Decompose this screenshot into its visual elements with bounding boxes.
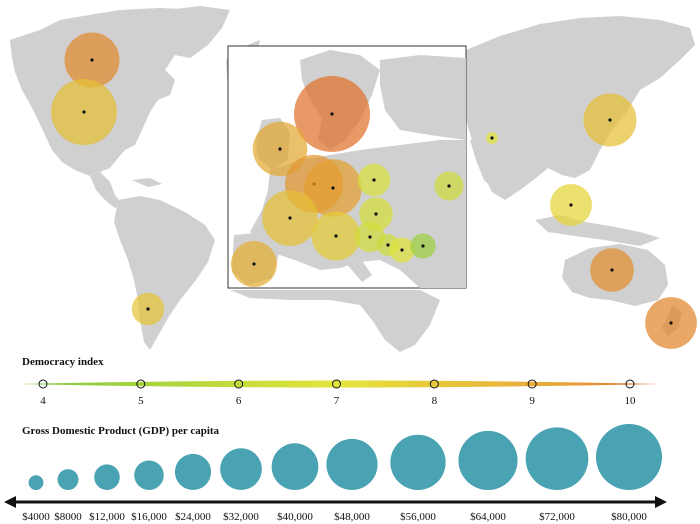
marker-india[interactable]	[486, 132, 498, 144]
democracy-tick-marker	[332, 379, 341, 389]
gdp-legend-circle	[595, 423, 663, 491]
marker-center-france	[288, 216, 292, 220]
gdp-legend-circle	[57, 469, 79, 490]
democracy-tick-marker	[625, 379, 635, 389]
gdp-legend-label: $32,000	[223, 511, 259, 523]
land-asia	[466, 16, 695, 200]
marker-center-norway	[330, 112, 334, 116]
gdp-legend-label: $56,000	[400, 511, 436, 523]
marker-center-taiwan	[569, 203, 573, 207]
country-markers	[50, 32, 697, 349]
gdp-legend-circle	[271, 443, 319, 491]
marker-new-zealand[interactable]	[645, 297, 697, 349]
marker-norway[interactable]	[294, 76, 370, 152]
land-indonesia	[535, 215, 660, 246]
democracy-tick-label: 4	[40, 395, 46, 407]
marker-taiwan[interactable]	[550, 184, 592, 226]
marker-center-india	[490, 136, 494, 140]
democracy-tick-marker	[234, 379, 244, 389]
marker-center-australia	[610, 268, 614, 272]
marker-center-spain	[252, 262, 256, 266]
gdp-legend-circle	[458, 430, 518, 491]
democracy-tick-marker	[38, 379, 48, 389]
gdp-legend-circle	[28, 475, 44, 491]
gdp-legend-label: $40,000	[277, 511, 313, 523]
gdp-legend: $4000 $8000 $12,000 $16,000 $24,000 $32,000 $4…	[4, 423, 667, 523]
marker-center-turkey	[421, 244, 425, 248]
marker-chile[interactable]	[131, 292, 165, 326]
democracy-index-legend: 4 5 6 7 8 9 10	[18, 379, 660, 407]
marker-canada[interactable]	[64, 32, 120, 88]
marker-center-united-states	[82, 110, 86, 114]
marker-center-chile	[146, 307, 150, 311]
marker-germany[interactable]	[304, 159, 362, 217]
marker-center-poland	[372, 178, 376, 182]
marker-australia[interactable]	[590, 248, 634, 292]
marker-center-hungary	[374, 212, 378, 216]
marker-united-kingdom[interactable]	[252, 121, 308, 177]
marker-center-italy	[334, 234, 338, 238]
marker-center-japan	[608, 118, 612, 122]
marker-center-canada	[90, 58, 94, 62]
gdp-legend-label: $8000	[54, 511, 82, 523]
gdp-legend-label: $4000	[22, 511, 50, 523]
marker-center-united-kingdom	[278, 147, 282, 151]
gdp-legend-label: $16,000	[131, 511, 167, 523]
marker-turkey[interactable]	[410, 233, 436, 259]
marker-bulgaria[interactable]	[389, 237, 415, 263]
land-caribbean	[132, 178, 162, 187]
marker-united-states[interactable]	[50, 78, 118, 146]
marker-italy[interactable]	[311, 211, 361, 261]
democracy-color-bar	[18, 380, 660, 388]
democracy-tick-marker	[429, 379, 439, 389]
democracy-tick-label: 10	[625, 395, 637, 407]
gdp-legend-circle	[220, 448, 262, 490]
gdp-legend-circle	[326, 438, 378, 490]
gdp-legend-circle	[174, 453, 212, 490]
gdp-legend-label: $80,000	[611, 511, 647, 523]
land-india	[470, 135, 505, 190]
marker-japan[interactable]	[583, 93, 637, 147]
land-central-america	[90, 172, 122, 208]
democracy-tick-label: 9	[529, 395, 535, 407]
gdp-legend-label: $72,000	[539, 511, 575, 523]
democracy-tick-label: 5	[138, 395, 144, 407]
marker-center-romania	[447, 184, 451, 188]
democracy-legend-title: Democracy index	[22, 356, 104, 368]
land-south-america	[114, 196, 215, 350]
marker-france[interactable]	[262, 190, 318, 246]
gdp-legend-circle	[134, 460, 164, 490]
democracy-tick-label: 8	[432, 395, 438, 407]
marker-spain[interactable]	[231, 241, 277, 287]
gdp-legend-circle	[390, 434, 446, 490]
gdp-legend-label: $12,000	[89, 511, 125, 523]
gdp-legend-label: $24,000	[175, 511, 211, 523]
gdp-legend-circle	[525, 427, 589, 490]
democracy-tick-label: 7	[334, 395, 340, 407]
democracy-tick-marker	[136, 379, 146, 389]
inset-land-finland-russia	[380, 55, 466, 140]
gdp-axis-arrow	[4, 496, 667, 508]
gdp-legend-title: Gross Domestic Product (GDP) per capita	[22, 425, 220, 437]
marker-center-germany	[331, 186, 335, 190]
land-greenland	[150, 6, 230, 58]
gdp-legend-label: $64,000	[470, 511, 506, 523]
gdp-legend-circle	[94, 464, 120, 491]
marker-center-new-zealand	[669, 321, 673, 325]
democracy-tick-label: 6	[236, 395, 242, 407]
marker-center-serbia	[386, 243, 390, 247]
marker-center-croatia	[368, 235, 372, 239]
gdp-legend-label: $48,000	[334, 511, 370, 523]
democracy-tick-marker	[527, 379, 537, 389]
marker-center-bulgaria	[400, 248, 404, 252]
marker-poland[interactable]	[357, 163, 391, 197]
land-africa	[230, 290, 440, 352]
marker-romania[interactable]	[434, 171, 464, 201]
